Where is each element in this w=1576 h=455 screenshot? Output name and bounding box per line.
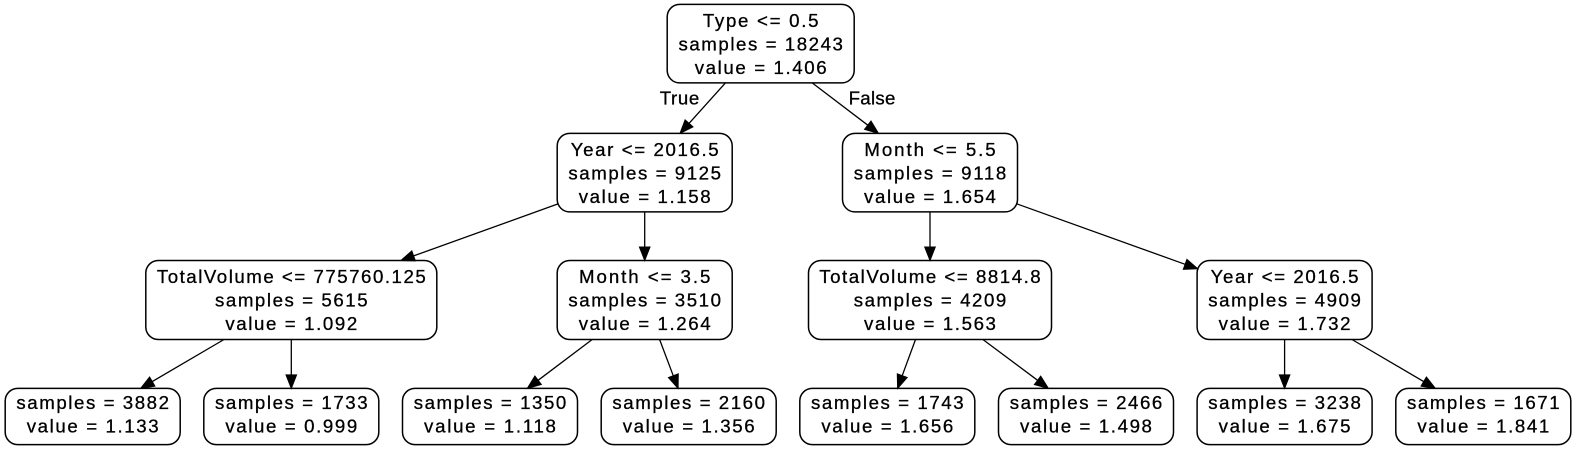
svg-text:Month <= 5.5: Month <= 5.5 bbox=[864, 139, 995, 160]
svg-text:Month <= 3.5: Month <= 3.5 bbox=[579, 266, 710, 287]
svg-text:value = 1.133: value = 1.133 bbox=[27, 416, 159, 437]
svg-text:samples = 2466: samples = 2466 bbox=[1010, 392, 1163, 413]
svg-text:True: True bbox=[660, 87, 700, 108]
svg-text:samples = 9118: samples = 9118 bbox=[854, 163, 1007, 184]
svg-text:samples = 1743: samples = 1743 bbox=[811, 392, 964, 413]
svg-text:value = 1.498: value = 1.498 bbox=[1020, 416, 1152, 437]
svg-text:samples = 9125: samples = 9125 bbox=[568, 163, 721, 184]
svg-text:samples = 4909: samples = 4909 bbox=[1208, 290, 1361, 311]
svg-text:samples = 1733: samples = 1733 bbox=[215, 392, 368, 413]
svg-text:False: False bbox=[849, 87, 896, 108]
svg-text:samples = 5615: samples = 5615 bbox=[215, 290, 368, 311]
svg-text:TotalVolume <= 775760.125: TotalVolume <= 775760.125 bbox=[157, 266, 426, 287]
svg-text:value = 1.675: value = 1.675 bbox=[1219, 416, 1351, 437]
svg-text:value = 1.158: value = 1.158 bbox=[579, 186, 711, 207]
svg-text:value = 1.264: value = 1.264 bbox=[579, 313, 711, 334]
svg-text:samples = 1671: samples = 1671 bbox=[1407, 392, 1560, 413]
svg-text:value = 0.999: value = 0.999 bbox=[225, 416, 357, 437]
svg-text:samples = 3510: samples = 3510 bbox=[568, 290, 721, 311]
svg-text:TotalVolume <= 8814.8: TotalVolume <= 8814.8 bbox=[819, 266, 1040, 287]
svg-text:value = 1.118: value = 1.118 bbox=[424, 416, 556, 437]
svg-text:value = 1.841: value = 1.841 bbox=[1417, 416, 1549, 437]
svg-text:value = 1.563: value = 1.563 bbox=[864, 313, 996, 334]
svg-text:Type <= 0.5: Type <= 0.5 bbox=[703, 10, 819, 31]
svg-text:samples = 1350: samples = 1350 bbox=[414, 392, 567, 413]
svg-text:value = 1.406: value = 1.406 bbox=[695, 57, 827, 78]
svg-text:samples = 2160: samples = 2160 bbox=[612, 392, 765, 413]
svg-text:samples = 18243: samples = 18243 bbox=[679, 34, 843, 55]
svg-text:value = 1.356: value = 1.356 bbox=[623, 416, 755, 437]
svg-text:value = 1.092: value = 1.092 bbox=[225, 313, 357, 334]
svg-text:Year <= 2016.5: Year <= 2016.5 bbox=[571, 139, 719, 160]
svg-text:value = 1.656: value = 1.656 bbox=[821, 416, 953, 437]
svg-text:Year <= 2016.5: Year <= 2016.5 bbox=[1211, 266, 1359, 287]
svg-text:value = 1.654: value = 1.654 bbox=[864, 186, 996, 207]
svg-text:samples = 3882: samples = 3882 bbox=[16, 392, 169, 413]
svg-text:value = 1.732: value = 1.732 bbox=[1219, 313, 1351, 334]
svg-text:samples = 3238: samples = 3238 bbox=[1208, 392, 1361, 413]
svg-text:samples = 4209: samples = 4209 bbox=[854, 290, 1007, 311]
